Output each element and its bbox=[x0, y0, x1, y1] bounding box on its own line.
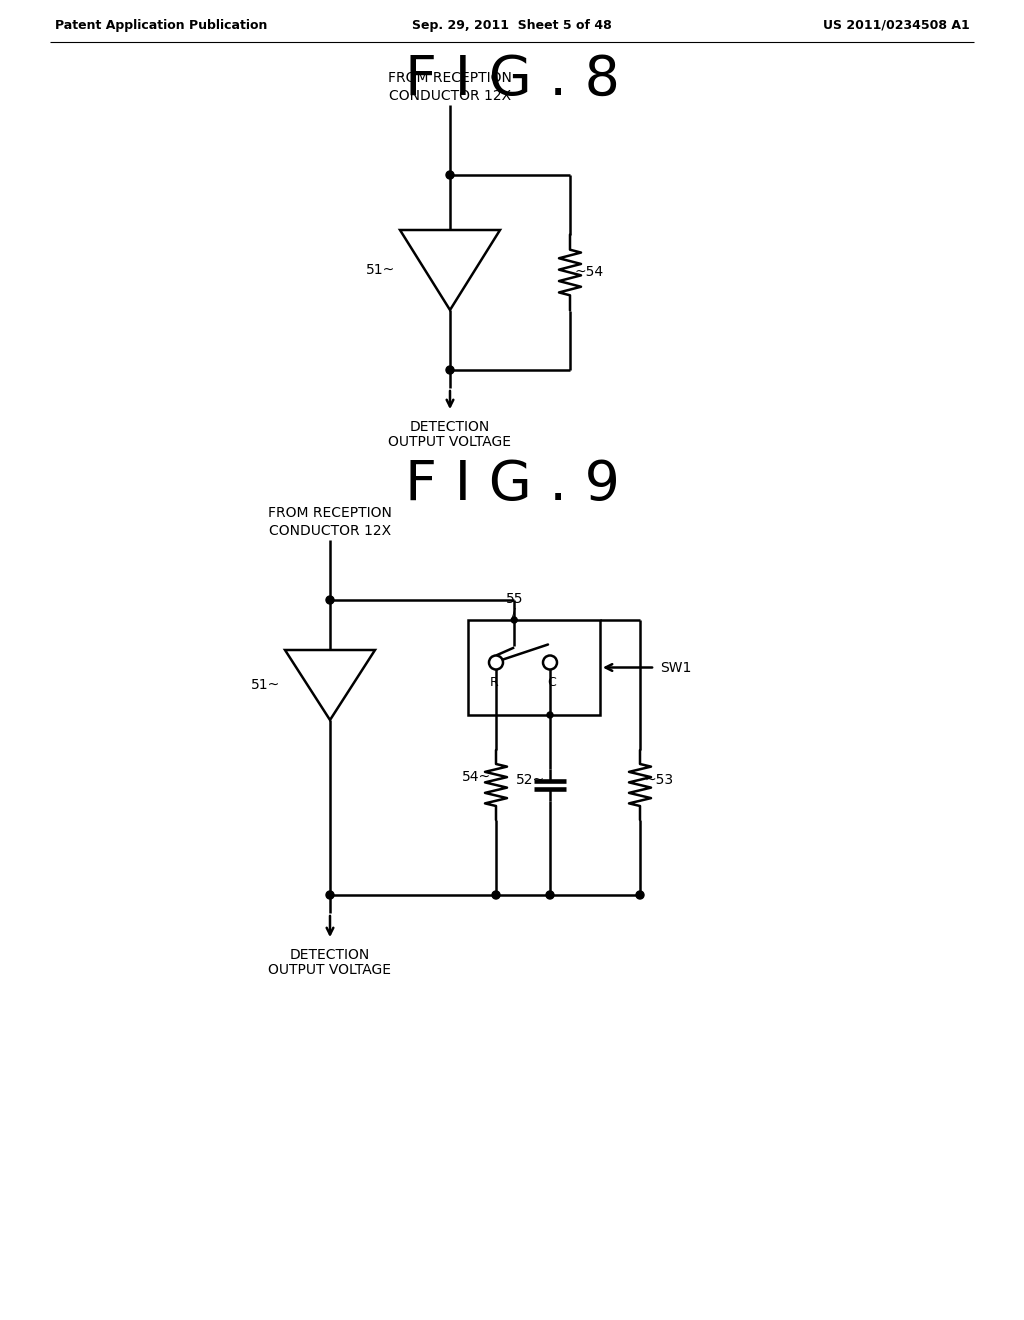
Circle shape bbox=[446, 172, 454, 180]
Text: 55: 55 bbox=[506, 591, 523, 606]
Circle shape bbox=[489, 656, 503, 669]
Circle shape bbox=[326, 597, 334, 605]
Text: CONDUCTOR 12X: CONDUCTOR 12X bbox=[389, 88, 511, 103]
Text: ~54: ~54 bbox=[575, 265, 604, 280]
Text: DETECTION: DETECTION bbox=[410, 420, 490, 434]
Circle shape bbox=[543, 656, 557, 669]
Bar bbox=[468, 620, 600, 715]
Text: Patent Application Publication: Patent Application Publication bbox=[55, 18, 267, 32]
Text: Sep. 29, 2011  Sheet 5 of 48: Sep. 29, 2011 Sheet 5 of 48 bbox=[412, 18, 612, 32]
Text: 54~: 54~ bbox=[462, 770, 490, 784]
Circle shape bbox=[547, 711, 553, 718]
Text: ~53: ~53 bbox=[645, 774, 674, 787]
Text: OUTPUT VOLTAGE: OUTPUT VOLTAGE bbox=[388, 436, 512, 449]
Circle shape bbox=[492, 891, 500, 899]
Text: /: / bbox=[512, 609, 516, 618]
Circle shape bbox=[511, 616, 517, 623]
Circle shape bbox=[326, 891, 334, 899]
Text: F I G . 9: F I G . 9 bbox=[404, 458, 620, 512]
Circle shape bbox=[636, 891, 644, 899]
Text: OUTPUT VOLTAGE: OUTPUT VOLTAGE bbox=[268, 964, 391, 977]
Text: SW1: SW1 bbox=[660, 660, 691, 675]
Circle shape bbox=[546, 891, 554, 899]
Circle shape bbox=[446, 366, 454, 374]
Text: CONDUCTOR 12X: CONDUCTOR 12X bbox=[269, 524, 391, 539]
Text: R: R bbox=[489, 676, 499, 689]
Text: FROM RECEPTION: FROM RECEPTION bbox=[388, 71, 512, 84]
Text: 51~: 51~ bbox=[251, 678, 280, 692]
Text: 52~: 52~ bbox=[516, 774, 545, 787]
Text: 51~: 51~ bbox=[366, 263, 395, 277]
Text: US 2011/0234508 A1: US 2011/0234508 A1 bbox=[823, 18, 970, 32]
Text: DETECTION: DETECTION bbox=[290, 948, 370, 962]
Text: C: C bbox=[548, 676, 556, 689]
Text: FROM RECEPTION: FROM RECEPTION bbox=[268, 506, 392, 520]
Text: F I G . 8: F I G . 8 bbox=[404, 53, 620, 107]
